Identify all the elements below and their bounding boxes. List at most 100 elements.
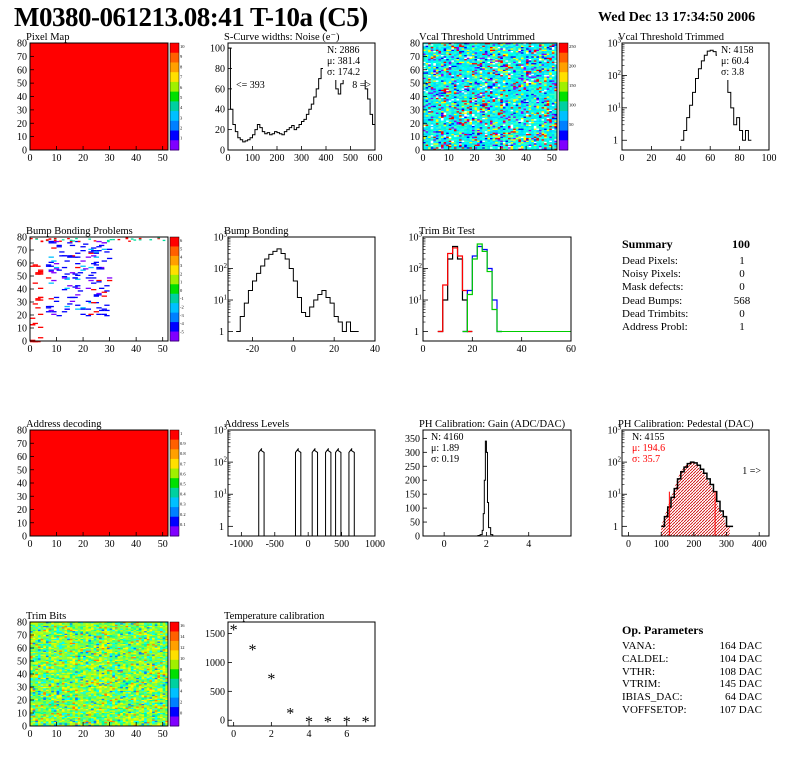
heatmap-cell: [510, 84, 514, 87]
heatmap-cell: [435, 76, 439, 79]
heatmap-cell: [75, 304, 81, 306]
heatmap-cell: [471, 111, 475, 113]
heatmap-cell: [508, 77, 511, 80]
heatmap-cell: [435, 145, 439, 148]
heatmap-cell: [433, 101, 437, 104]
heatmap-cell: [446, 49, 450, 52]
heatmap-cell: [523, 87, 527, 89]
heatmap-cell: [533, 128, 537, 131]
heatmap-cell: [538, 63, 542, 65]
heatmap-cell: [510, 143, 514, 145]
heatmap-cell: [446, 113, 450, 116]
heatmap-cell: [130, 238, 134, 240]
heatmap-cell: [554, 116, 558, 119]
heatmap-cell: [477, 112, 480, 115]
heatmap-cell: [479, 85, 483, 88]
heatmap-cell: [546, 76, 550, 79]
heatmap-cell: [536, 116, 540, 119]
heatmap-cell: [425, 117, 429, 120]
y-tick-label: 40: [410, 92, 420, 103]
heatmap-cell: [546, 61, 550, 64]
heatmap-cell: [423, 71, 426, 73]
heatmap-cell: [546, 108, 550, 111]
heatmap-cell: [479, 68, 483, 71]
heatmap-cell: [533, 87, 537, 89]
heatmap-cell: [533, 64, 537, 67]
heatmap-cell: [541, 97, 545, 100]
heatmap-cell: [495, 121, 499, 124]
heatmap-cell: [487, 128, 491, 131]
heatmap-cell: [441, 104, 444, 107]
heatmap-cell: [551, 131, 555, 133]
heatmap-cell: [551, 68, 555, 71]
heatmap-cell: [549, 69, 553, 72]
x-tick-label: -20: [246, 344, 259, 355]
heatmap-cell: [505, 117, 509, 120]
heatmap-cell: [549, 99, 553, 101]
heatmap-cell: [515, 45, 519, 48]
heatmap-cell: [526, 77, 529, 80]
heatmap-cell: [477, 88, 480, 91]
heatmap-cell: [433, 135, 437, 137]
stats-sigma: σ: 174.2: [327, 67, 360, 78]
heatmap-cell: [492, 55, 496, 57]
heatmap-cell: [453, 76, 457, 79]
heatmap-cell: [523, 124, 527, 127]
heatmap-cell: [538, 89, 542, 92]
heatmap-cell: [425, 83, 429, 85]
heatmap-cell: [484, 128, 488, 131]
heatmap-cell: [549, 48, 553, 50]
heatmap-cell: [546, 143, 550, 145]
heatmap-cell: [30, 642, 33, 645]
heatmap-cell: [64, 273, 70, 275]
heatmap-cell: [453, 143, 457, 145]
heatmap-cell: [518, 144, 522, 147]
heatmap-cell: [513, 60, 517, 63]
heatmap-cell: [492, 135, 496, 137]
heatmap-cell: [549, 83, 553, 85]
heatmap-cell: [520, 137, 524, 140]
heatmap-cell: [541, 81, 545, 84]
heatmap-cell: [487, 117, 491, 120]
heatmap-cell: [469, 145, 473, 148]
heatmap-cell: [497, 71, 501, 73]
heatmap-cell: [546, 97, 550, 100]
heatmap-cell: [430, 59, 434, 61]
heatmap-cell: [428, 127, 432, 129]
heatmap-cell: [469, 124, 473, 127]
y-tick-label: 50: [17, 272, 27, 283]
heatmap-cell: [428, 45, 432, 48]
heatmap-cell: [526, 84, 529, 87]
heatmap-cell: [438, 131, 442, 133]
heatmap-cell: [433, 131, 437, 133]
heatmap-cell: [461, 144, 465, 147]
heatmap-cell: [490, 96, 493, 99]
heatmap-cell: [528, 141, 532, 144]
heatmap-cell: [526, 48, 529, 50]
y-tick-exponent: 3: [224, 424, 228, 432]
heatmap-cell: [520, 87, 524, 89]
heatmap-cell: [433, 88, 437, 91]
palette-tick-label: 0.3: [180, 502, 186, 507]
stats-sigma: σ: 0.19: [431, 454, 459, 465]
heatmap-cell: [479, 64, 483, 67]
heatmap-cell: [484, 43, 488, 45]
heatmap-cell: [492, 117, 496, 120]
heatmap-cell: [533, 72, 537, 75]
heatmap-cell: [448, 75, 452, 77]
heatmap-cell: [430, 135, 434, 137]
heatmap-cell: [456, 59, 460, 61]
palette-tick-label: -3: [180, 313, 184, 318]
heatmap-cell: [477, 128, 480, 131]
heatmap-cell: [474, 69, 478, 72]
heatmap-cell: [464, 76, 468, 79]
heatmap-cell: [536, 49, 540, 52]
heatmap-cell: [502, 124, 506, 127]
heatmap-cell: [546, 105, 550, 108]
heatmap-cell: [546, 99, 550, 101]
heatmap-cell: [425, 88, 429, 91]
heatmap-cell: [490, 68, 493, 71]
heatmap-cell: [508, 60, 511, 63]
heatmap-cell: [546, 89, 550, 92]
heatmap-cell: [453, 64, 457, 67]
